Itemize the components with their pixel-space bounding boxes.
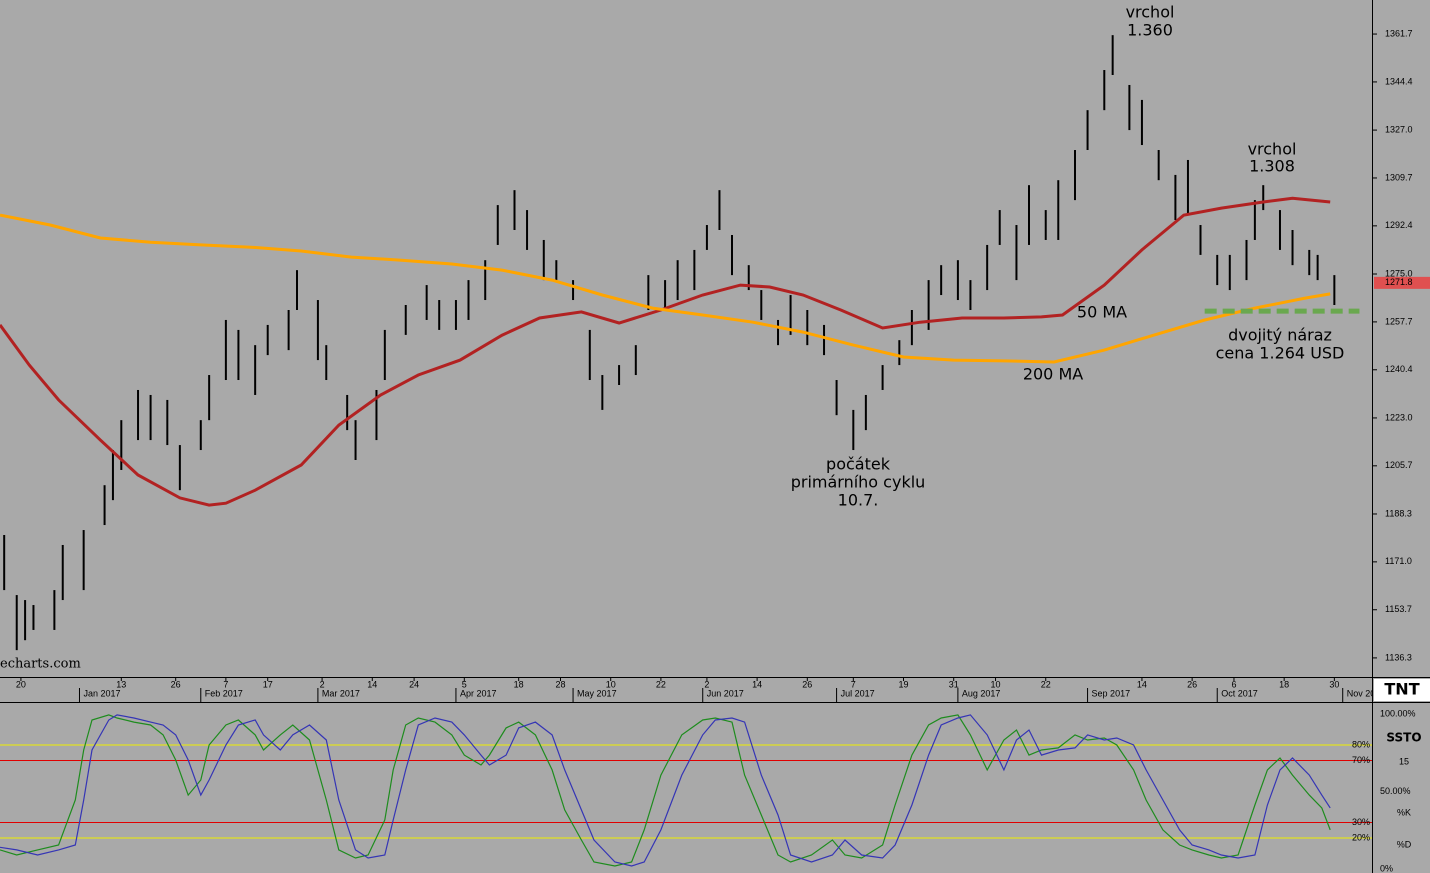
x-tick-label: 19: [899, 679, 909, 689]
line: [0, 714, 1331, 867]
annotation: dvojitý náraz: [1228, 326, 1332, 345]
x-tick-label: 24: [409, 679, 419, 689]
x-month-label: Feb 2017: [205, 688, 243, 698]
x-month-label: Mar 2017: [322, 688, 360, 698]
annotation: 1.308: [1249, 157, 1295, 176]
legend-entry: %D: [1397, 839, 1412, 849]
y-tick-label: 1240.4: [1385, 364, 1413, 374]
y-tick-label: 70%: [1352, 755, 1370, 765]
legend-entry: %K: [1397, 807, 1411, 817]
x-month-label: Apr 2017: [460, 688, 497, 698]
x-tick-label: 13: [116, 679, 126, 689]
y-tick-label: 0%: [1380, 863, 1393, 873]
y-tick-label: 1257.7: [1385, 316, 1413, 326]
y-tick-label: 1153.7: [1385, 604, 1412, 614]
last-value-label: 1271.8: [1385, 277, 1413, 287]
x-month-label: Aug 2017: [962, 688, 1001, 698]
x-tick-label: 17: [263, 679, 273, 689]
watermark: echarts.com: [0, 657, 81, 672]
x-tick-label: 22: [656, 679, 666, 689]
x-month-label: Sep 2017: [1092, 688, 1131, 698]
ma-label: 50 MA: [1077, 303, 1127, 322]
x-month-label: Nov 20: [1347, 688, 1376, 698]
y-tick-label: 100.00%: [1380, 708, 1416, 718]
logo: TNT: [1384, 680, 1419, 699]
indicator-period: 15: [1399, 756, 1409, 766]
annotation: 1.360: [1127, 21, 1173, 40]
x-tick-label: 18: [1279, 679, 1289, 689]
y-tick-label: 20%: [1352, 832, 1370, 842]
x-tick-label: 10: [991, 679, 1001, 689]
x-tick-label: 14: [1137, 679, 1147, 689]
y-tick-label: 1275.0: [1385, 268, 1413, 278]
x-tick-label: 18: [514, 679, 524, 689]
logo-box: [1374, 679, 1430, 701]
x-tick-label: 26: [171, 679, 181, 689]
x-month-label: Jan 2017: [83, 688, 120, 698]
x-month-label: May 2017: [577, 688, 617, 698]
line: [0, 714, 1331, 867]
x-tick-label: 7: [851, 679, 856, 689]
annotation: vrchol: [1248, 140, 1297, 159]
y-tick-label: 1223.0: [1385, 412, 1413, 422]
y-tick-label: 1171.0: [1385, 556, 1412, 566]
x-month-label: Oct 2017: [1221, 688, 1258, 698]
y-tick-label: 1136.3: [1385, 652, 1412, 662]
y-tick-label: 1188.3: [1385, 508, 1412, 518]
plot-area: Jan 2017 Feb 2017 Mar 2017 Apr 2017 May 2017…: [78, 688, 1376, 702]
x-month-label: Jun 2017: [707, 688, 744, 698]
x-tick-label: 14: [752, 679, 762, 689]
y-tick-label: 1292.4: [1385, 220, 1413, 230]
indicator-title: SSTO: [1386, 731, 1421, 745]
x-tick-label: 5: [462, 679, 467, 689]
x-month-label: Jul 2017: [841, 688, 875, 698]
annotation: 10.7.: [838, 491, 879, 510]
x-tick-label: 30: [1329, 679, 1339, 689]
x-tick-label: 28: [556, 679, 566, 689]
x-tick-label: 14: [367, 679, 377, 689]
line: [0, 213, 1331, 364]
x-tick-label: 26: [802, 679, 812, 689]
ma-label: 200 MA: [1023, 365, 1083, 384]
x-tick-label: 6: [1231, 679, 1236, 689]
annotation: počátek: [826, 455, 891, 474]
annotation: cena 1.264 USD: [1216, 344, 1345, 363]
y-tick-label: 1344.4: [1385, 76, 1413, 86]
y-tick-label: 1361.7: [1385, 28, 1413, 38]
x-tick-label: 20: [16, 679, 26, 689]
y-tick-label: 1205.7: [1385, 460, 1413, 470]
y-tick-label: 1309.7: [1385, 172, 1413, 182]
x-tick-label: 26: [1187, 679, 1197, 689]
x-tick-label: 10: [606, 679, 616, 689]
y-tick-label: 30%: [1352, 817, 1370, 827]
last-value-box: [1374, 276, 1430, 289]
y-tick-label: 80%: [1352, 739, 1370, 749]
annotation: primárního cyklu: [791, 473, 926, 492]
x-tick-label: 2: [320, 679, 325, 689]
plot-area: [0, 35, 1360, 651]
x-tick-label: 7: [223, 679, 228, 689]
y-tick-label: 1327.0: [1385, 124, 1413, 134]
x-tick-label: 2: [704, 679, 709, 689]
x-tick-label: 22: [1041, 679, 1051, 689]
plot-area: [0, 714, 1372, 867]
y-tick-label: 50.00%: [1380, 786, 1411, 796]
annotation: vrchol: [1126, 3, 1175, 22]
x-tick-label: 31: [949, 679, 959, 689]
